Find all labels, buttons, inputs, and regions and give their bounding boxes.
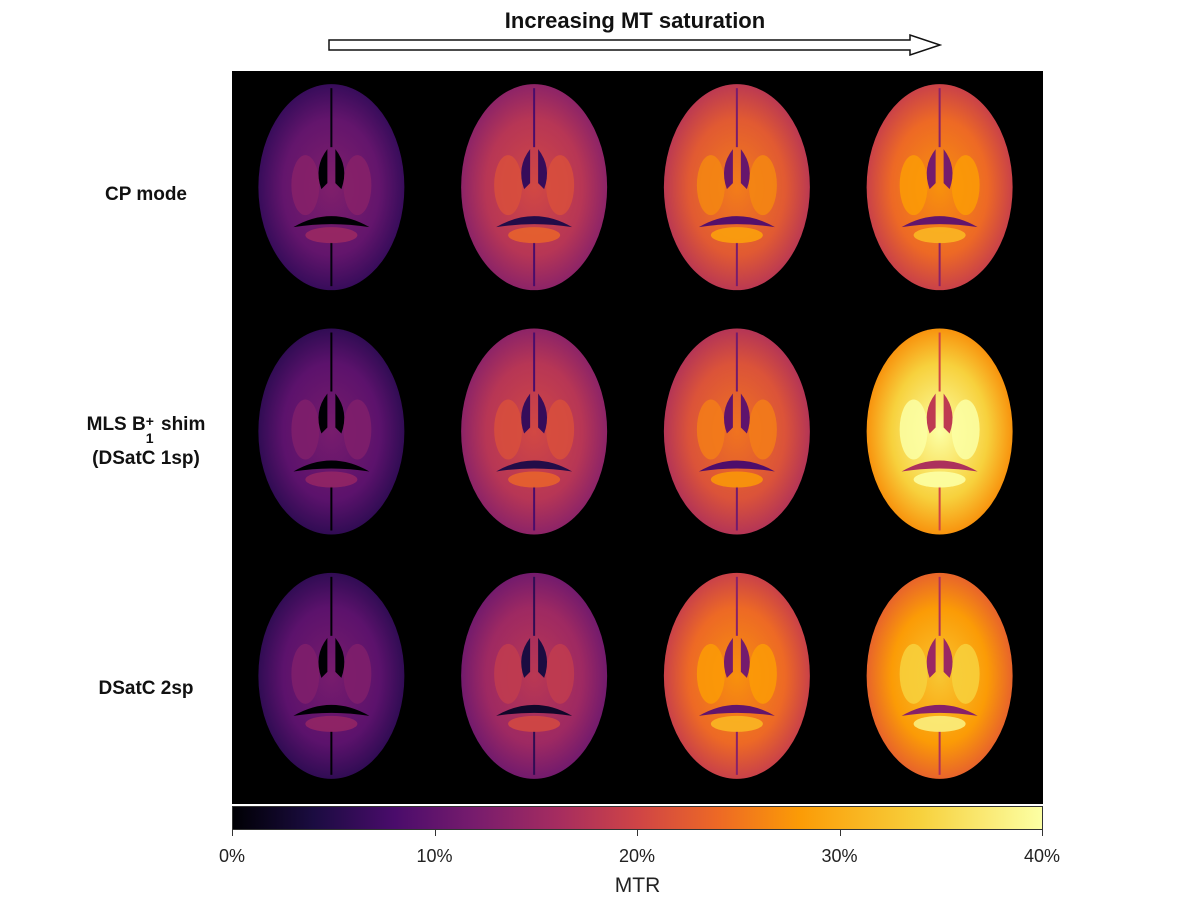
row-label-mls-line2: (DSatC 1sp): [92, 448, 200, 469]
colorbar-tick: [232, 830, 233, 836]
colorbar-tick: [839, 830, 841, 836]
brain-slice: [866, 572, 1013, 779]
brain-slice: [461, 572, 608, 779]
brain-slice: [663, 84, 810, 291]
colorbar: [232, 806, 1043, 830]
brain-slice: [866, 84, 1013, 291]
row-label-dsatc-2sp: DSatC 2sp: [98, 678, 194, 699]
colorbar-tick-label: 40%: [1023, 846, 1061, 866]
row-label-cp-mode: CP mode: [104, 184, 187, 205]
brain-slice: [866, 328, 1013, 535]
brain-slice: [663, 328, 810, 535]
brain-slice: [258, 84, 405, 291]
colorbar-tick-label: 30%: [821, 846, 858, 866]
colorbar-tick: [1042, 830, 1043, 836]
colorbar-tick: [434, 830, 436, 836]
brain-slice: [461, 84, 608, 291]
figure-title: Increasing MT saturation: [504, 8, 766, 33]
colorbar-tick-label: 0%: [218, 846, 245, 866]
brain-slice: [461, 328, 608, 535]
row-label-mls-sup: +: [145, 413, 154, 429]
colorbar-tick-label: 10%: [416, 846, 453, 866]
brain-grid: [258, 84, 1013, 779]
brain-slice: [663, 572, 810, 779]
row-label-mls-sub: 1: [145, 430, 154, 446]
colorbar-tick-label: 20%: [618, 846, 656, 866]
brain-slice: [258, 572, 405, 779]
row-label-mls-shim: MLS B +1 shim (DSatC 1sp): [60, 408, 232, 476]
colorbar-title: MTR: [614, 874, 661, 897]
right-arrow-icon: [328, 34, 942, 56]
row-label-mls-prefix: MLS B: [86, 414, 146, 435]
brain-slice: [258, 328, 405, 535]
row-label-mls-suffix: shim: [155, 414, 206, 435]
colorbar-tick: [637, 830, 638, 836]
brain-image-panel: [232, 71, 1043, 804]
